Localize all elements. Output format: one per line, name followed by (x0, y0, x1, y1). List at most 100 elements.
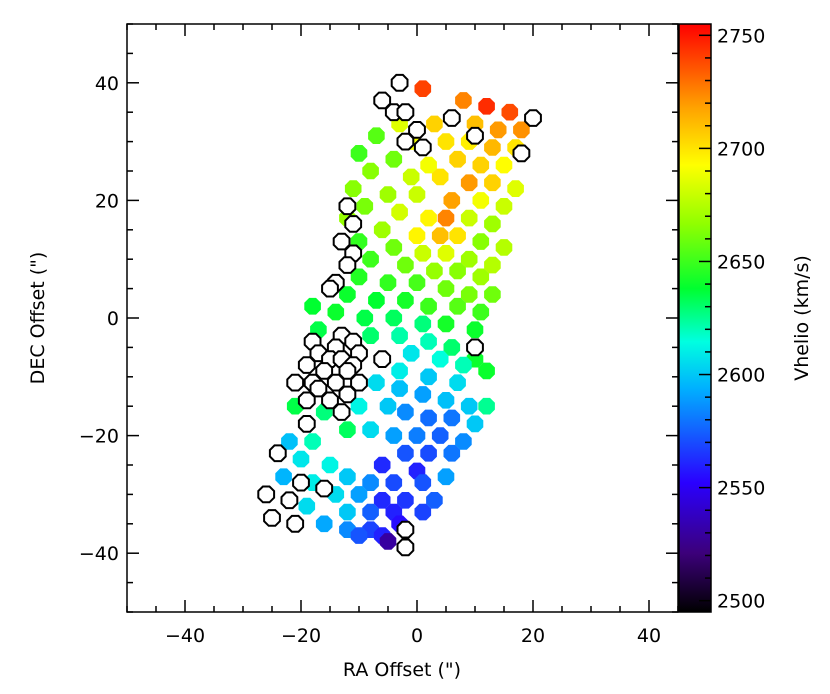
fiber-point (379, 533, 397, 550)
fiber-point (449, 150, 466, 168)
fiber-point (431, 350, 449, 368)
fiber-point (420, 409, 437, 427)
fiber-point-no-data (268, 444, 287, 463)
fiber-point (495, 239, 513, 256)
fiber-point (437, 280, 455, 297)
fiber-point (292, 450, 310, 468)
fiber-point-no-data (286, 514, 305, 533)
colorbar-tick-label: 2650 (717, 251, 765, 273)
fiber-point (460, 250, 478, 268)
fiber-point (391, 327, 408, 344)
fiber-point (362, 327, 379, 344)
fiber-point-no-data (338, 256, 357, 274)
fiber-point-no-data (338, 385, 357, 404)
fiber-point (402, 168, 420, 186)
y-tick-label: −20 (79, 426, 119, 448)
fiber-point (379, 274, 397, 291)
y-tick-label: 40 (95, 73, 119, 95)
fiber-point (449, 297, 466, 315)
fiber-point-no-data (408, 121, 426, 139)
fiber-point-no-data (263, 509, 281, 527)
fiber-point (455, 92, 472, 109)
fiber-point-no-data (396, 103, 415, 122)
fiber-point (495, 156, 513, 174)
fiber-point (350, 145, 368, 162)
fiber-point (420, 368, 437, 386)
x-tick-label: −40 (165, 625, 205, 647)
fiber-point-no-data (466, 338, 484, 357)
fiber-point (373, 456, 391, 474)
colorbar-tick-label: 2750 (717, 25, 765, 47)
fiber-point-no-data (332, 403, 351, 421)
fiber-point-no-data (297, 415, 316, 433)
fiber-point (397, 492, 414, 509)
fiber-point (408, 274, 426, 291)
fiber-point (449, 374, 466, 391)
fiber-point-no-data (257, 485, 276, 504)
fiber-point (420, 444, 437, 462)
fiber-point-no-data (297, 391, 316, 410)
fiber-point (431, 227, 449, 244)
fiber-point (327, 303, 345, 321)
fiber-point (414, 315, 432, 333)
fiber-point (426, 262, 443, 280)
y-axis-label: DEC Offset (") (27, 252, 49, 385)
fiber-point (391, 362, 408, 380)
fiber-point (368, 127, 385, 144)
fiber-point (408, 186, 426, 203)
y-axis-ticks: −40 −20 0 20 40 (79, 23, 678, 613)
fiber-point-no-data (350, 373, 368, 392)
fiber-point (426, 115, 443, 133)
fiber-point (455, 433, 472, 450)
fiber-point (362, 503, 379, 521)
fiber-point (437, 133, 455, 150)
fiber-point (368, 374, 385, 391)
fiber-point (304, 433, 321, 450)
fiber-point-no-data (338, 197, 357, 216)
fiber-point (443, 192, 461, 209)
fiber-point-no-data (390, 73, 409, 92)
fiber-point (414, 474, 432, 491)
fiber-point (362, 250, 379, 268)
fiber-point (437, 209, 455, 227)
fiber-point (449, 262, 466, 280)
colorbar-gradient (678, 23, 712, 613)
fiber-point (484, 215, 501, 233)
fiber-point-no-data (309, 379, 328, 398)
fiber-point (507, 180, 524, 197)
plot-area: −40 −20 0 20 40 −40 −20 0 20 40 (79, 23, 679, 647)
colorbar: 2500 2550 2600 2650 2700 2750 (678, 23, 765, 613)
fiber-point-no-data (297, 356, 316, 374)
fiber-point (379, 186, 397, 203)
fiber-point-no-data (292, 473, 310, 492)
fiber-point-no-data (344, 215, 363, 233)
fiber-point (437, 315, 455, 333)
fiber-point (420, 333, 437, 350)
x-tick-label: 0 (411, 625, 423, 647)
fiber-point (460, 209, 478, 227)
fiber-point-no-data (396, 132, 415, 151)
fiber-point (472, 156, 490, 174)
fiber-point (344, 180, 362, 197)
fiber-point (466, 415, 484, 433)
fiber-point (513, 121, 530, 139)
fiber-point-no-data (321, 279, 339, 298)
fiber-point (391, 203, 408, 221)
fiber-point (437, 392, 455, 409)
fiber-point-no-data (413, 138, 432, 157)
fiber-point (472, 192, 490, 209)
fiber-point (484, 286, 501, 303)
fiber-point (362, 162, 379, 180)
fiber-point (304, 297, 321, 315)
fiber-point (362, 474, 379, 491)
colorbar-label: Vhelio (km/s) (791, 255, 813, 381)
fiber-point (478, 98, 495, 115)
fiber-point (402, 345, 420, 362)
fiber-point (315, 515, 333, 533)
fiber-point (385, 474, 403, 491)
fiber-point (478, 397, 495, 415)
fiber-point (460, 397, 478, 415)
fiber-point (350, 527, 368, 544)
fiber-point-no-data (338, 362, 357, 380)
